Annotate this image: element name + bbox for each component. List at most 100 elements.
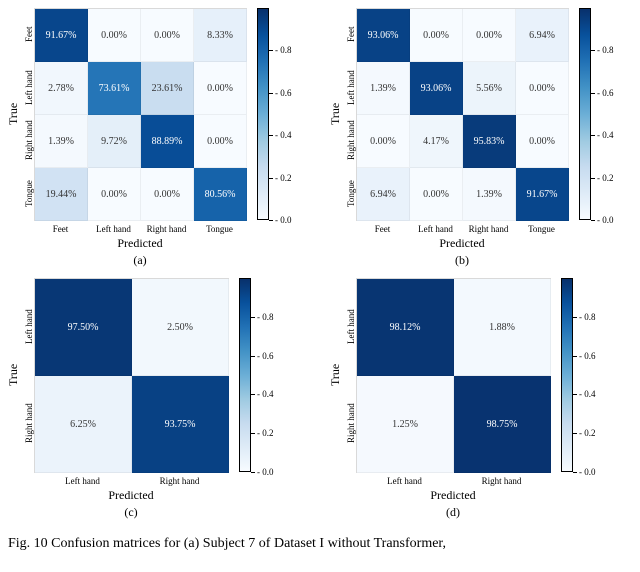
colorbar-tick-mark [251,394,255,395]
panel-b: TrueFeetLeft handRight handTongue93.06%0… [326,8,636,268]
matrix-cell: 4.17% [410,115,463,168]
y-tick-column: FeetLeft handRight handTongue [21,8,34,268]
matrix-cell: 93.06% [357,9,410,62]
matrix-cell: 0.00% [516,115,569,168]
x-tick-label: Left hand [87,221,140,234]
matrix-cell: 0.00% [463,9,516,62]
colorbar-tick-label: - 0.0 [275,215,292,225]
colorbar-tick-mark [269,93,273,94]
matrix-cell: 97.50% [35,279,132,376]
y-axis-label: True [326,8,343,220]
x-tick-row: Left handRight hand [34,473,229,486]
matrix-cell: 91.67% [516,168,569,221]
x-axis-label: Predicted [356,488,550,503]
x-tick-row: Left handRight hand [356,473,551,486]
colorbar-tick-label: - 0.8 [275,45,292,55]
colorbar-ticks: - 0.0- 0.2- 0.4- 0.6- 0.8 [579,278,613,472]
x-tick-label: Right hand [462,221,515,234]
matrix-cell: 88.89% [141,115,194,168]
panel-sub-caption: (b) [356,253,568,268]
x-tick-label: Right hand [131,473,228,486]
colorbar-gradient [239,278,251,472]
y-tick-label: Right hand [21,375,34,472]
matrix-area: 91.67%0.00%0.00%8.33%2.78%73.61%23.61%0.… [34,8,247,268]
confusion-matrix: 93.06%0.00%0.00%6.94%1.39%93.06%5.56%0.0… [356,8,569,221]
matrix-cell: 1.25% [357,376,454,473]
matrix-cell: 98.12% [357,279,454,376]
panel-a: TrueFeetLeft handRight handTongue91.67%0… [4,8,314,268]
colorbar-gradient [561,278,573,472]
matrix-area: 93.06%0.00%0.00%6.94%1.39%93.06%5.56%0.0… [356,8,569,268]
y-tick-column: Left handRight hand [343,278,356,520]
matrix-area: 97.50%2.50%6.25%93.75%Left handRight han… [34,278,229,520]
x-tick-label: Tongue [193,221,246,234]
colorbar-tick-label: - 0.6 [275,88,292,98]
colorbar-tick-label: - 0.0 [597,215,614,225]
colorbar-gradient [579,8,591,220]
colorbar-tick-mark [269,220,273,221]
y-tick-label: Left hand [343,278,356,375]
colorbar-tick-mark [573,472,577,473]
colorbar-tick-mark [269,178,273,179]
x-axis-label: Predicted [356,236,568,251]
panel-sub-caption: (c) [34,505,228,520]
matrix-cell: 23.61% [141,62,194,115]
panel-grid: TrueFeetLeft handRight handTongue91.67%0… [4,8,636,530]
y-axis-label: True [4,8,21,220]
colorbar-tick-mark [269,50,273,51]
matrix-cell: 8.33% [194,9,247,62]
y-tick-label: Left hand [21,278,34,375]
matrix-cell: 0.00% [410,168,463,221]
colorbar-tick-label: - 0.2 [579,428,596,438]
colorbar-ticks: - 0.0- 0.2- 0.4- 0.6- 0.8 [275,8,309,220]
colorbar: - 0.0- 0.2- 0.4- 0.6- 0.8 [257,8,309,268]
colorbar-tick-label: - 0.8 [579,312,596,322]
colorbar: - 0.0- 0.2- 0.4- 0.6- 0.8 [239,278,291,520]
colorbar: - 0.0- 0.2- 0.4- 0.6- 0.8 [561,278,613,520]
colorbar-tick-mark [591,93,595,94]
matrix-cell: 0.00% [88,9,141,62]
matrix-cell: 80.56% [194,168,247,221]
colorbar-tick-mark [251,317,255,318]
colorbar-tick-mark [573,394,577,395]
y-tick-column: Left handRight hand [21,278,34,520]
figure-caption: Fig. 10 Confusion matrices for (a) Subje… [4,530,636,552]
figure-page: TrueFeetLeft handRight handTongue91.67%0… [0,0,640,556]
x-axis-label: Predicted [34,236,246,251]
colorbar-tick-mark [573,317,577,318]
matrix-cell: 95.83% [463,115,516,168]
colorbar-tick-label: - 0.6 [579,351,596,361]
matrix-cell: 93.06% [410,62,463,115]
y-axis-label: True [4,278,21,472]
panel-inner: TrueLeft handRight hand98.12%1.88%1.25%9… [326,278,636,520]
y-axis-label: True [326,278,343,472]
y-tick-label: Right hand [343,375,356,472]
matrix-cell: 2.78% [35,62,88,115]
colorbar-gradient [257,8,269,220]
matrix-cell: 1.39% [463,168,516,221]
x-tick-label: Right hand [140,221,193,234]
colorbar-tick-label: - 0.8 [597,45,614,55]
matrix-cell: 0.00% [141,9,194,62]
colorbar-tick-mark [251,433,255,434]
colorbar-tick-label: - 0.4 [275,130,292,140]
colorbar-tick-label: - 0.6 [597,88,614,98]
matrix-cell: 1.88% [454,279,551,376]
x-tick-label: Left hand [34,473,131,486]
colorbar-tick-label: - 0.6 [257,351,274,361]
panel-inner: TrueFeetLeft handRight handTongue93.06%0… [326,8,636,268]
colorbar-ticks: - 0.0- 0.2- 0.4- 0.6- 0.8 [597,8,631,220]
x-tick-row: FeetLeft handRight handTongue [34,221,247,234]
x-tick-label: Left hand [409,221,462,234]
matrix-cell: 93.75% [132,376,229,473]
panel-d: TrueLeft handRight hand98.12%1.88%1.25%9… [326,278,636,520]
matrix-cell: 0.00% [194,62,247,115]
x-tick-label: Tongue [515,221,568,234]
y-tick-label: Left hand [21,61,34,114]
colorbar-tick-label: - 0.4 [257,389,274,399]
x-axis-label: Predicted [34,488,228,503]
y-tick-label: Right hand [343,114,356,167]
colorbar-tick-mark [591,178,595,179]
matrix-cell: 0.00% [141,168,194,221]
matrix-cell: 5.56% [463,62,516,115]
